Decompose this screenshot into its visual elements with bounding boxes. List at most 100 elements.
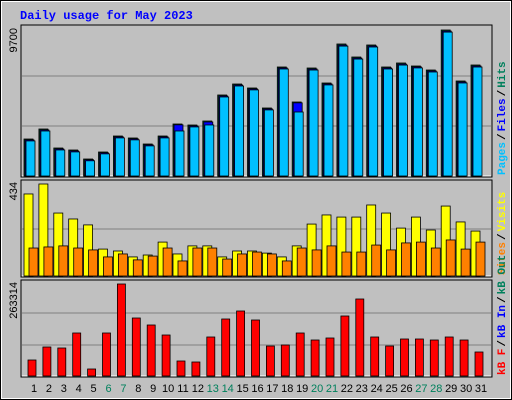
legend-separator: / — [497, 340, 509, 347]
x-tick-label: 2 — [46, 383, 52, 395]
bar — [308, 69, 319, 177]
bar — [28, 247, 39, 277]
x-tick-label: 5 — [91, 383, 97, 395]
bar — [321, 214, 332, 277]
bar — [206, 336, 216, 377]
bar — [445, 239, 456, 277]
bar — [40, 130, 51, 177]
bar — [25, 140, 36, 177]
bar — [475, 241, 486, 277]
legend-item: Hits — [497, 61, 509, 87]
x-tick-label: 27 — [415, 383, 427, 395]
bar — [219, 96, 230, 177]
x-tick-label: 6 — [105, 383, 111, 395]
bar — [236, 310, 246, 377]
bar — [311, 249, 322, 277]
bar — [338, 45, 349, 177]
bar — [414, 338, 424, 377]
x-tick-label: 16 — [251, 383, 263, 395]
bar — [204, 124, 215, 177]
bar — [296, 247, 307, 277]
bar — [88, 249, 98, 277]
bar — [401, 242, 411, 277]
bar — [429, 339, 439, 377]
legend-separator: / — [497, 296, 509, 303]
legend-item: kB Out — [497, 255, 509, 295]
bar — [265, 345, 275, 377]
bar — [42, 346, 52, 377]
bar — [177, 260, 188, 277]
legend-separator: / — [497, 133, 509, 140]
bar — [159, 137, 170, 177]
bar — [415, 241, 426, 277]
bar — [103, 256, 113, 277]
bar — [442, 31, 453, 177]
bar — [251, 319, 260, 377]
legend-separator: / — [497, 89, 509, 96]
bar — [472, 66, 483, 177]
x-tick-label: 23 — [356, 383, 368, 395]
bar — [43, 246, 54, 277]
bar — [68, 218, 79, 277]
bar — [221, 318, 231, 377]
bar — [459, 339, 469, 377]
y-tick-label: 9700 — [8, 28, 20, 52]
x-tick-label: 21 — [326, 383, 338, 395]
bar — [280, 344, 290, 377]
bar — [383, 68, 394, 177]
bar — [381, 212, 392, 277]
bar — [53, 212, 64, 277]
bar — [161, 334, 171, 377]
x-tick-label: 19 — [296, 383, 308, 395]
bar — [336, 216, 347, 277]
bar — [356, 251, 367, 277]
legend: Sites /Visits — [497, 192, 509, 275]
bar — [129, 139, 140, 177]
bar — [385, 345, 395, 377]
x-tick-label: 9 — [150, 383, 156, 395]
x-tick-label: 25 — [385, 383, 397, 395]
legend-item: Pages — [497, 142, 509, 175]
bar — [118, 253, 128, 277]
x-tick-label: 17 — [266, 383, 278, 395]
bar — [58, 245, 69, 277]
bar — [310, 339, 320, 377]
bar — [353, 58, 364, 177]
bar — [293, 111, 304, 177]
bar — [176, 360, 186, 377]
bar — [263, 109, 274, 177]
bar — [147, 255, 158, 277]
bar — [38, 183, 49, 277]
bar — [70, 151, 81, 177]
bar — [474, 351, 484, 377]
bar — [444, 336, 454, 377]
bar — [325, 337, 335, 377]
legend-item: kB In — [497, 305, 509, 338]
x-tick-label: 28 — [430, 383, 442, 395]
bar — [146, 324, 156, 377]
bar — [370, 336, 380, 377]
bar — [115, 137, 125, 177]
x-tick-label: 24 — [371, 383, 383, 395]
bar — [162, 247, 173, 277]
bar — [460, 248, 471, 277]
x-tick-label: 29 — [445, 383, 457, 395]
bar — [351, 216, 362, 277]
legend-item: Files — [497, 98, 509, 131]
bar — [295, 332, 305, 377]
x-tick-label: 3 — [61, 383, 67, 395]
legend: Pages / Files / Hits — [497, 61, 509, 175]
legend-separator: / — [497, 233, 509, 240]
bar — [207, 247, 218, 277]
x-tick-label: 1 — [31, 383, 37, 395]
bar — [237, 253, 248, 277]
bar — [398, 64, 408, 177]
bar — [192, 247, 203, 277]
chart-title: Daily usage for May 2023 — [20, 9, 193, 23]
bar — [102, 332, 111, 377]
bar — [73, 247, 84, 277]
bar — [222, 258, 233, 277]
bar — [87, 368, 96, 377]
